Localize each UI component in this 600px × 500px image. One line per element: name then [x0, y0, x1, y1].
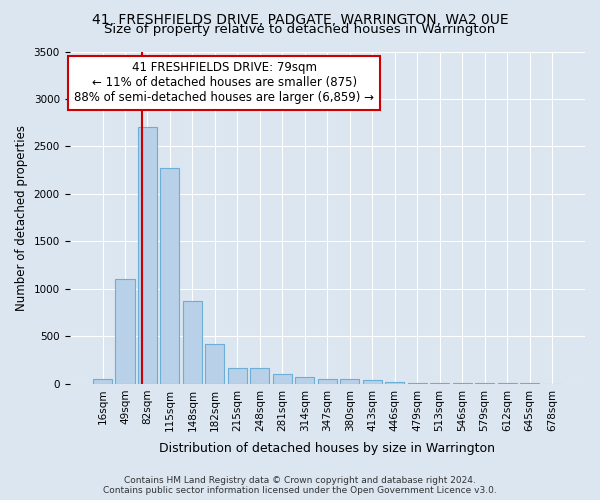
Y-axis label: Number of detached properties: Number of detached properties	[15, 124, 28, 310]
Bar	[295, 378, 314, 384]
Text: 41 FRESHFIELDS DRIVE: 79sqm
← 11% of detached houses are smaller (875)
88% of se: 41 FRESHFIELDS DRIVE: 79sqm ← 11% of det…	[74, 62, 374, 104]
Text: Size of property relative to detached houses in Warrington: Size of property relative to detached ho…	[104, 22, 496, 36]
X-axis label: Distribution of detached houses by size in Warrington: Distribution of detached houses by size …	[159, 442, 495, 455]
Bar	[273, 374, 292, 384]
Bar	[115, 280, 134, 384]
Text: Contains HM Land Registry data © Crown copyright and database right 2024.
Contai: Contains HM Land Registry data © Crown c…	[103, 476, 497, 495]
Bar	[340, 378, 359, 384]
Text: 41, FRESHFIELDS DRIVE, PADGATE, WARRINGTON, WA2 0UE: 41, FRESHFIELDS DRIVE, PADGATE, WARRINGT…	[92, 12, 508, 26]
Bar	[318, 378, 337, 384]
Bar	[138, 128, 157, 384]
Bar	[407, 383, 427, 384]
Bar	[183, 302, 202, 384]
Bar	[228, 368, 247, 384]
Bar	[250, 368, 269, 384]
Bar	[385, 382, 404, 384]
Bar	[205, 344, 224, 384]
Bar	[362, 380, 382, 384]
Bar	[160, 168, 179, 384]
Bar	[93, 379, 112, 384]
